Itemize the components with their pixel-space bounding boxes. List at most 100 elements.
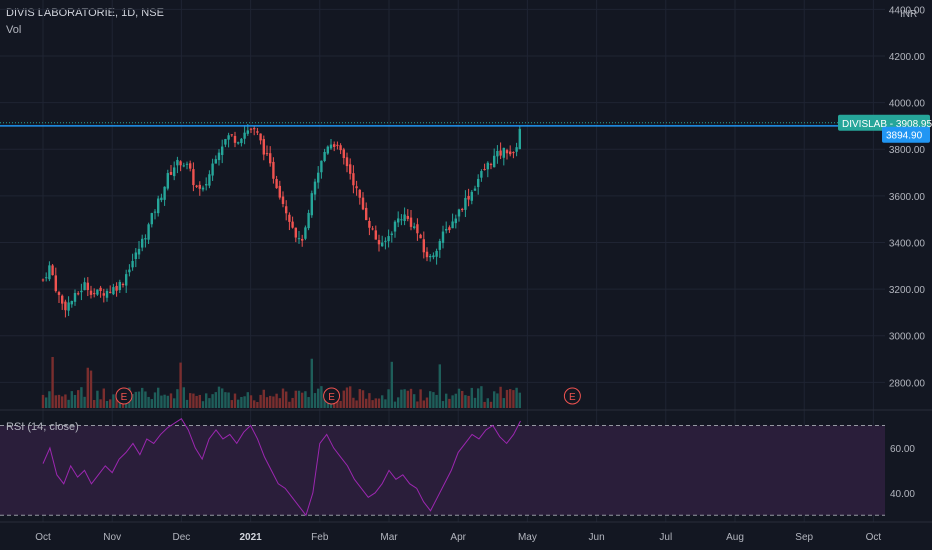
candle-body — [464, 197, 467, 210]
volume-bar — [249, 395, 253, 408]
volume-bar — [246, 392, 249, 408]
time-tick-label: Oct — [35, 532, 51, 543]
candle-body — [390, 233, 393, 235]
candle-body — [265, 153, 269, 155]
volume-bar — [371, 400, 374, 408]
candle-body — [166, 173, 169, 189]
candle-body — [125, 274, 128, 286]
volume-bar — [141, 387, 144, 408]
volume-bar — [432, 392, 435, 408]
volume-bar — [345, 387, 349, 408]
candle-body — [454, 218, 457, 224]
volume-bar — [51, 356, 54, 408]
candle-body — [374, 230, 377, 240]
candle-body — [297, 238, 301, 240]
candle-body — [425, 251, 429, 258]
price-tick-label: 3000.00 — [889, 332, 926, 343]
candle-body — [41, 279, 45, 281]
candle-body — [121, 283, 125, 286]
volume-bar — [454, 393, 457, 408]
volume-bar — [195, 395, 198, 408]
volume-bar — [89, 370, 93, 408]
volume-bar — [429, 391, 432, 408]
volume-bar — [349, 386, 352, 408]
time-tick-label: Feb — [311, 532, 329, 543]
candle-body — [278, 185, 281, 198]
volume-bar — [320, 386, 323, 408]
volume-bar — [272, 396, 275, 408]
volume-bar — [224, 392, 227, 408]
candle-body — [246, 130, 249, 134]
candle-body — [115, 285, 118, 291]
volume-bar — [259, 394, 262, 408]
candle-body — [269, 153, 272, 164]
volume-bar — [435, 394, 438, 408]
volume-bar — [406, 390, 409, 408]
candle-body — [163, 186, 166, 200]
earnings-label: E — [328, 392, 335, 403]
volume-bar — [304, 391, 307, 408]
volume-bar — [243, 396, 246, 408]
volume-bar — [323, 396, 326, 408]
candle-body — [317, 172, 320, 183]
volume-bar — [269, 395, 272, 408]
volume-bar — [416, 401, 419, 408]
volume-bar — [150, 399, 153, 408]
volume-bar — [288, 401, 291, 408]
volume-bar — [41, 394, 45, 408]
candle-body — [339, 145, 342, 151]
candle-body — [96, 289, 99, 295]
volume-bar — [368, 393, 371, 408]
volume-bar — [477, 388, 480, 408]
volume-bar — [169, 393, 173, 408]
candle-body — [45, 277, 48, 279]
candle-body — [320, 160, 323, 173]
volume-bar — [355, 400, 358, 408]
volume-bar — [73, 394, 77, 408]
price-tick-label: 3400.00 — [889, 238, 926, 249]
time-tick-label: Nov — [103, 532, 121, 543]
volume-label: Vol — [6, 24, 22, 36]
candle-body — [211, 163, 214, 176]
volume-bar — [441, 401, 445, 408]
volume-bar — [422, 400, 425, 408]
candle-body — [518, 128, 521, 150]
candle-body — [477, 178, 480, 188]
candle-body — [93, 293, 96, 295]
candle-body — [57, 292, 61, 295]
volume-bar — [285, 391, 288, 408]
volume-bar — [83, 396, 86, 408]
volume-bar — [134, 391, 137, 408]
candle-body — [368, 220, 371, 228]
candle-body — [253, 128, 256, 130]
candle-body — [54, 275, 57, 292]
time-tick-label: Dec — [173, 532, 191, 543]
volume-bar — [489, 401, 493, 408]
candle-body — [371, 228, 374, 230]
volume-bar — [208, 398, 211, 408]
candle-body — [112, 287, 115, 295]
candle-body — [64, 301, 67, 311]
candle-body — [208, 174, 211, 186]
candle-body — [413, 226, 416, 229]
candle-body — [409, 217, 413, 227]
volume-bar — [201, 401, 205, 408]
candle-body — [393, 221, 397, 232]
time-tick-label: May — [518, 532, 537, 543]
candle-body — [448, 227, 451, 231]
earnings-circle — [115, 387, 133, 405]
candle-body — [493, 155, 496, 168]
candle-body — [153, 211, 157, 213]
candle-body — [131, 260, 134, 268]
volume-bar — [473, 397, 477, 408]
volume-bar — [409, 388, 413, 408]
candle-body — [201, 187, 205, 190]
candle-body — [304, 227, 307, 239]
volume-bar — [499, 386, 502, 408]
earnings-label: E — [121, 392, 128, 403]
candle-body — [160, 197, 163, 201]
candle-body — [73, 293, 77, 302]
